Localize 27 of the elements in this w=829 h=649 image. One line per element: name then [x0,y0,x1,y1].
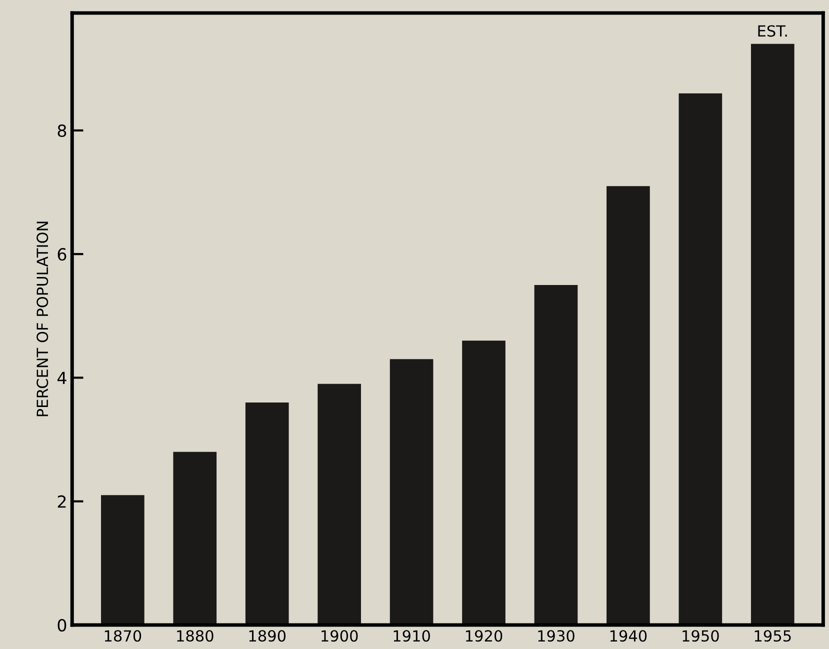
y-tick-label: 8 [58,124,66,138]
bar [318,384,361,625]
bar [390,359,434,625]
bar [606,186,650,625]
x-tick-label: 1950 [682,630,719,642]
x-tick-label: 1880 [177,630,214,642]
bar [750,44,794,625]
x-tick-label: 1920 [466,630,502,642]
y-tick-label: 0 [58,618,66,632]
x-tick-label: 1940 [610,630,647,642]
y-tick-label: 2 [58,495,66,508]
x-tick-label: 1955 [754,630,791,642]
bar [173,452,217,625]
y-tick-label: 6 [58,248,66,261]
annotation: EST. [758,25,787,37]
bar [678,93,722,625]
bar [101,495,144,625]
x-tick-label: 1870 [104,630,142,642]
bar [534,284,578,625]
bar [462,340,506,625]
x-tick-label: 1930 [538,630,574,642]
y-axis-title: PERCENT OF POPULATION [36,222,48,416]
x-tick-label: 1890 [249,630,286,642]
bar [245,402,289,625]
x-tick-label: 1910 [394,630,430,642]
x-tick-label: 1900 [322,630,358,642]
y-tick-label: 4 [57,372,66,384]
